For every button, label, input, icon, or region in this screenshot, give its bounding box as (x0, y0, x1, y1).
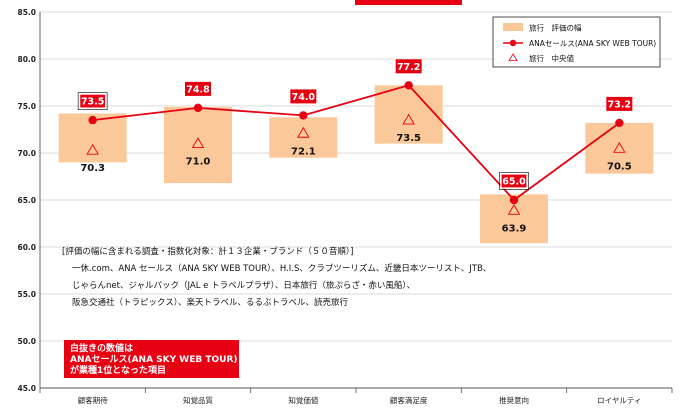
ana-label: 73.2 (608, 99, 631, 110)
legend-label-median: 旅行 中央値 (529, 53, 574, 63)
note-line-4: 阪急交通社（トラピックス）、楽天トラベル、るるぶトラベル、読売旅行 (72, 297, 348, 308)
y-tick-label: 75.0 (17, 102, 36, 111)
median-label: 70.5 (607, 161, 632, 172)
x-tick-label: 知覚品質 (183, 395, 213, 405)
x-tick-label: 知覚価値 (288, 395, 318, 405)
ana-label: 74.0 (292, 92, 316, 103)
ana-point (509, 195, 519, 205)
ana-label-box (185, 81, 211, 96)
callout-line-2: ANAセールス(ANA SKY WEB TOUR) (70, 354, 238, 365)
ana-label-box (290, 89, 317, 104)
ana-label-box (395, 59, 422, 74)
x-tick-label: 顧客満足度 (390, 395, 428, 405)
median-label: 72.1 (291, 146, 316, 157)
ana-label-outline (499, 172, 529, 190)
median-marker (507, 203, 521, 215)
ana-label: 73.5 (81, 97, 104, 108)
y-tick-label: 60.0 (17, 243, 36, 252)
x-tick-label: 顧客期待 (78, 395, 108, 405)
legend-swatch-triangle (508, 53, 518, 61)
note-line-2: 一休.com、ANA セールス（ANA SKY WEB TOUR）、H.I.S、… (72, 263, 491, 274)
ana-label-box (606, 96, 633, 111)
data-labels: 70.3 71.0 72.1 73.5 63.9 70.5 73.5 74.8 74.0 77.2… (77, 59, 633, 234)
ana-point (615, 118, 624, 128)
callout-box: 白抜きの数値は ANAセールス(ANA SKY WEB TOUR) が業種1位と… (64, 340, 239, 378)
x-tick-label: ロイヤルティ (597, 396, 641, 405)
y-tick-label: 85.0 (17, 8, 36, 17)
ana-label-box (500, 173, 528, 189)
median-marker (402, 113, 415, 125)
range-bars (58, 85, 654, 244)
ana-point (404, 81, 413, 90)
median-marker (191, 137, 205, 149)
ana-line (88, 81, 624, 205)
median-marker (297, 126, 310, 138)
y-tick-label: 45.0 (17, 384, 36, 393)
note-line-1: [評価の幅に含まれる調査・指数化対象：計１３企業・ブランド（５０音順）] (62, 246, 353, 257)
y-tick-label: 65.0 (17, 196, 36, 205)
ana-label: 65.0 (502, 177, 526, 188)
x-tick-label: 推奨意向 (499, 395, 529, 405)
ana-line-path (92, 84, 620, 202)
y-tick-label: 70.0 (17, 149, 36, 158)
range-bar (585, 122, 654, 174)
ana-label: 74.8 (186, 84, 210, 95)
y-tick-label: 50.0 (17, 337, 36, 346)
axes: 45.0 50.0 55.0 60.0 65.0 70.0 75.0 80.0 85.0 顧客期待… (17, 8, 673, 405)
median-marker (613, 141, 626, 153)
legend-swatch-range (503, 23, 523, 31)
header-red-strip (355, 0, 462, 5)
range-bar (164, 106, 232, 184)
ana-label-box (79, 93, 107, 109)
ana-point (299, 111, 308, 120)
median-label: 70.3 (80, 163, 105, 174)
legend-label-ana: ANAセールス(ANA SKY WEB TOUR) (529, 39, 656, 48)
grid (40, 11, 672, 342)
ana-point (88, 115, 97, 125)
ana-label-outline (77, 92, 108, 110)
median-markers (86, 113, 626, 215)
median-label: 71.0 (186, 157, 211, 168)
median-marker (86, 143, 99, 155)
note-line-3: じゃらんnet、ジャルパック（JAL e トラベルプラザ）、日本旅行（旅ぷらざ・… (72, 280, 415, 291)
legend: 旅行 評価の幅 ANAセールス(ANA SKY WEB TOUR) 旅行 中央値 (492, 16, 661, 68)
median-label: 73.5 (396, 133, 421, 144)
notes: [評価の幅に含まれる調査・指数化対象：計１３企業・ブランド（５０音順）] 一休.… (62, 246, 491, 308)
callout-background (64, 340, 239, 378)
callout-line-1: 白抜きの数値は (70, 342, 133, 354)
y-tick-label: 55.0 (17, 290, 36, 299)
ana-label: 77.2 (397, 62, 420, 73)
legend-swatch-point (509, 39, 517, 47)
median-label: 63.9 (502, 223, 527, 234)
ana-point (193, 103, 203, 113)
legend-label-range: 旅行 評価の幅 (529, 23, 582, 33)
y-tick-label: 80.0 (17, 55, 36, 64)
callout-line-3: が業種1位となった項目 (70, 364, 166, 376)
